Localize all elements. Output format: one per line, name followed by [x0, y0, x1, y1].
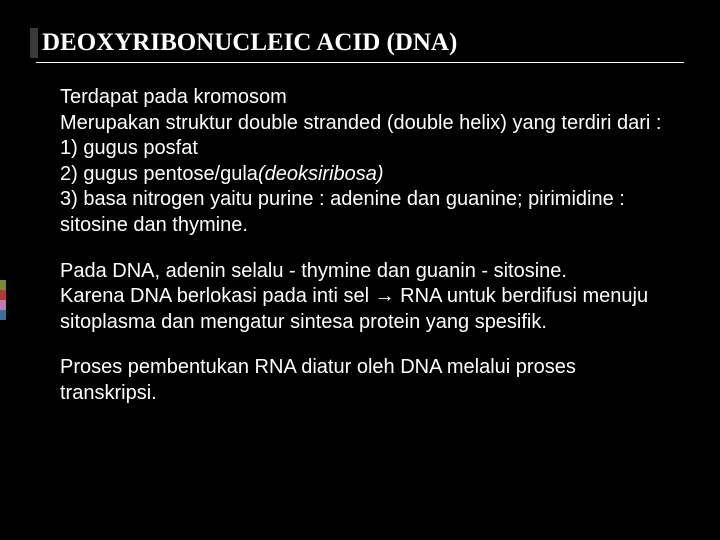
- paragraph-1: Terdapat pada kromosom Merupakan struktu…: [60, 85, 674, 239]
- slide-body: Terdapat pada kromosom Merupakan struktu…: [36, 85, 684, 407]
- p1-line5: 3) basa nitrogen yaitu purine : adenine …: [60, 187, 674, 238]
- paragraph-2: Pada DNA, adenin selalu - thymine dan gu…: [60, 259, 674, 336]
- paragraph-3: Proses pembentukan RNA diatur oleh DNA m…: [60, 355, 674, 406]
- stripe-4: [0, 310, 6, 320]
- p3-line1: Proses pembentukan RNA diatur oleh DNA m…: [60, 355, 674, 406]
- stripe-3: [0, 300, 6, 310]
- p1-l4a: 2) gugus pentose/gula: [60, 163, 258, 185]
- slide-container: DEOXYRIBONUCLEIC ACID (DNA) Terdapat pad…: [0, 0, 720, 540]
- slide-title: DEOXYRIBONUCLEIC ACID (DNA): [36, 29, 457, 57]
- p1-line3: 1) gugus posfat: [60, 136, 674, 162]
- title-row: DEOXYRIBONUCLEIC ACID (DNA): [36, 28, 684, 58]
- p2-line2: Karena DNA berlokasi pada inti sel → RNA…: [60, 284, 674, 335]
- title-underline: [36, 62, 684, 63]
- p1-l4b: (deoksiribosa): [258, 163, 384, 185]
- p1-line2: Merupakan struktur double stranded (doub…: [60, 111, 674, 137]
- stripe-1: [0, 280, 6, 290]
- p2-line1: Pada DNA, adenin selalu - thymine dan gu…: [60, 259, 674, 285]
- side-stripes: [0, 280, 6, 320]
- stripe-2: [0, 290, 6, 300]
- p1-line4: 2) gugus pentose/gula(deoksiribosa): [60, 162, 674, 188]
- p1-line1: Terdapat pada kromosom: [60, 85, 674, 111]
